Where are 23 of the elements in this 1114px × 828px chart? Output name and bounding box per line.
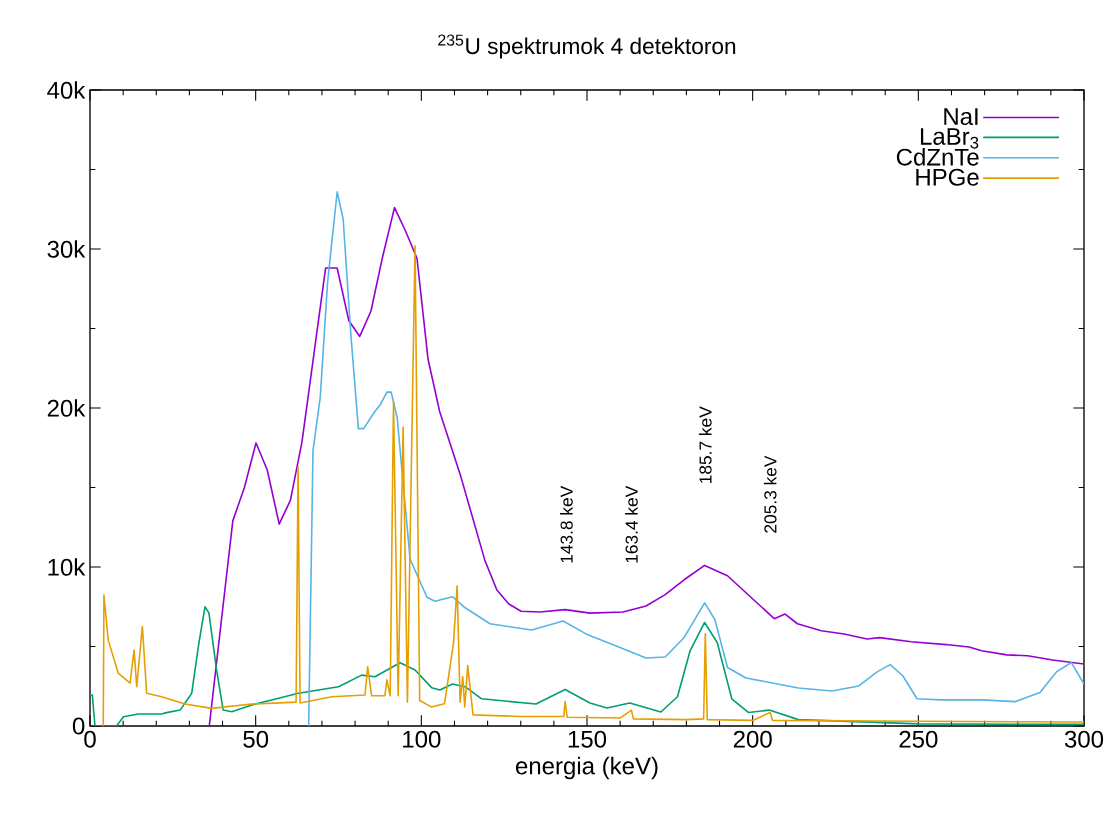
legend-label: LaBr$_{3}$ (920, 128, 979, 149)
annotation: 205.3 keV (763, 455, 777, 533)
y-tick-label: 40k (47, 81, 86, 99)
line-series (90, 605, 1084, 726)
x-tick-label: 300 (1064, 730, 1104, 748)
y-tick-label: 20k (47, 399, 86, 417)
x-tick-label: 250 (899, 730, 938, 748)
chart-title: $^{235}$U spektrumok 4 detektoron (438, 34, 736, 59)
x-tick-label: 150 (568, 730, 607, 748)
y-tick-label: 30k (47, 240, 86, 258)
annotation: 143.8 keV (560, 485, 573, 563)
y-tick-label: 10k (48, 558, 86, 576)
x-tick-label: 200 (733, 730, 772, 748)
legend-label: NaI (944, 108, 978, 126)
y-tick-label: 0 (72, 717, 85, 735)
legend-label: CdZnTe (896, 148, 979, 166)
line-series (307, 190, 1084, 726)
x-tick-label: 50 (243, 730, 269, 748)
x-axis-title: energia (keV) (515, 756, 658, 780)
legend-label: HPGe (916, 168, 979, 186)
annotation: 185.7 keV (698, 406, 712, 483)
x-tick-label: 100 (403, 730, 441, 748)
annotation: 163.4 keV (625, 485, 638, 563)
